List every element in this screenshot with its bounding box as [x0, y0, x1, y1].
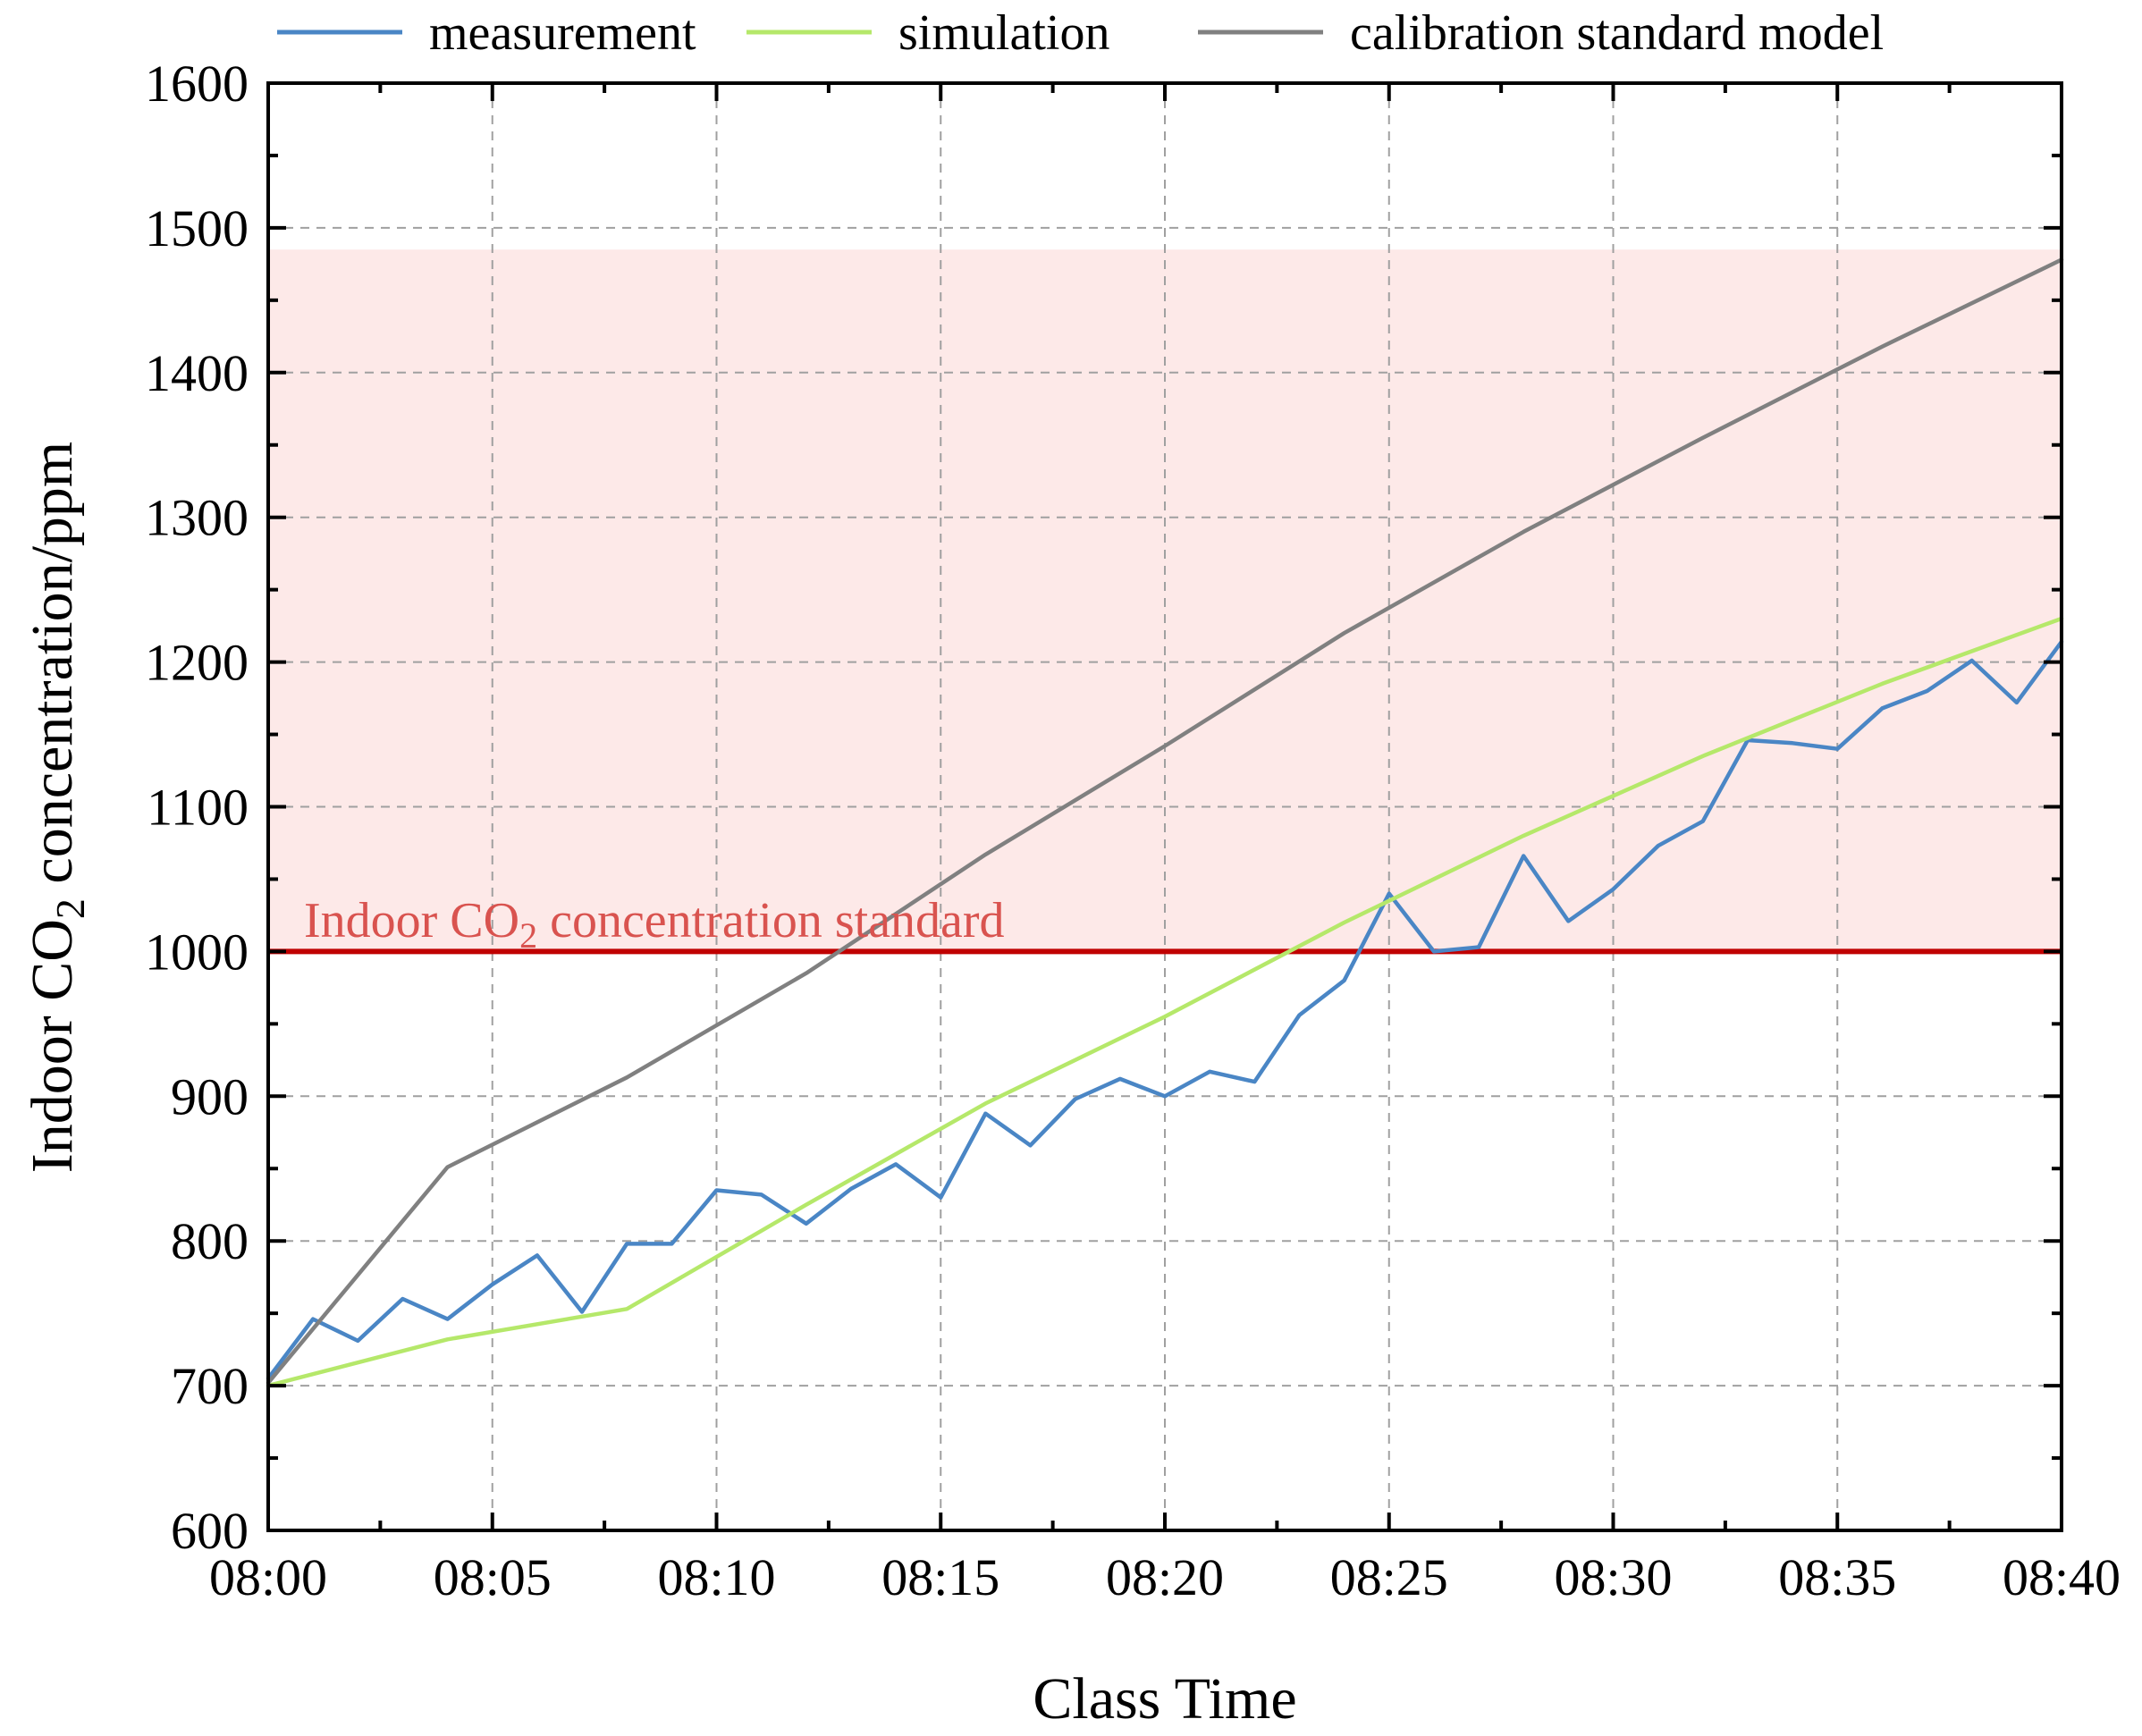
standard-label-post: concentration standard — [537, 893, 1004, 948]
tick-layer — [266, 81, 2063, 1532]
y-tick-label: 600 — [171, 1502, 249, 1560]
x-tick-label: 08:25 — [1330, 1548, 1448, 1606]
x-axis-title: Class Time — [1033, 1666, 1296, 1732]
y-tick-label: 800 — [171, 1212, 249, 1270]
y-axis-title-sub: 2 — [47, 898, 93, 919]
standard-label-sub: 2 — [519, 915, 537, 956]
x-tick-label: 08:30 — [1554, 1548, 1672, 1606]
y-tick-label: 1300 — [145, 489, 249, 547]
y-tick-label: 1500 — [145, 199, 249, 257]
y-tick-label: 1000 — [145, 923, 249, 981]
x-tick-label: 08:00 — [209, 1548, 327, 1606]
x-tick-label: 08:10 — [657, 1548, 775, 1606]
y-tick-label: 1200 — [145, 634, 249, 692]
series-layer — [266, 257, 2064, 1388]
y-tick-label: 900 — [171, 1067, 249, 1125]
x-tick-label: 08:35 — [1778, 1548, 1896, 1606]
y-tick-label: 1100 — [147, 779, 249, 837]
legend-label: measurement — [429, 5, 696, 61]
legend-label: calibration standard model — [1350, 5, 1884, 61]
y-axis-title-pre: Indoor CO — [20, 919, 85, 1173]
series-line-measurement — [266, 639, 2064, 1381]
y-tick-label: 700 — [171, 1357, 249, 1415]
x-tick-label: 08:40 — [2003, 1548, 2121, 1606]
standard-label: Indoor CO2 concentration standard — [304, 893, 1005, 956]
x-tick-label: 08:20 — [1106, 1548, 1224, 1606]
x-tick-label: 08:15 — [881, 1548, 999, 1606]
y-axis-title-post: concentration/ppm — [20, 442, 85, 898]
standard-label-pre: Indoor CO — [304, 893, 519, 948]
legend-label: simulation — [898, 5, 1109, 61]
legend: measurement simulation calibration standar… — [277, 5, 1884, 61]
tick-label-layer: 08:00 08:05 08:10 08:15 08:20 08:25 08:30 08:35… — [145, 55, 2121, 1606]
series-line-calibration-standard-model — [266, 257, 2064, 1386]
x-tick-label: 08:05 — [434, 1548, 552, 1606]
y-tick-label: 1400 — [145, 344, 249, 402]
y-axis-title: Indoor CO2 concentration/ppm — [20, 442, 93, 1174]
y-tick-label: 1600 — [145, 55, 249, 113]
series-line-simulation — [266, 616, 2064, 1388]
